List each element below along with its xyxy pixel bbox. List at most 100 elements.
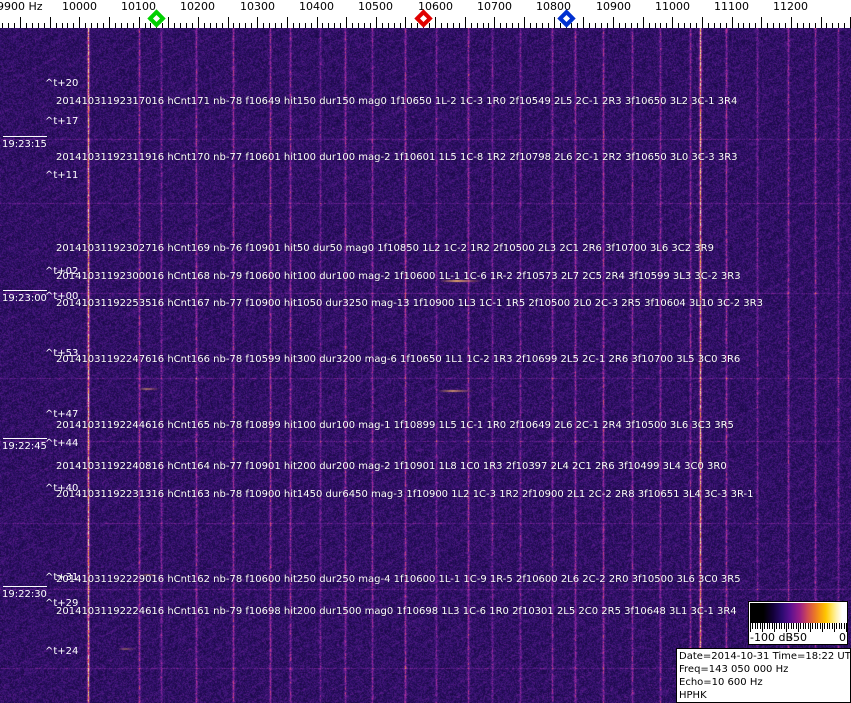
colorbar-tick-label: -100 dB: [750, 631, 793, 644]
colorbar-tick: [781, 623, 782, 629]
colorbar-tick: [815, 623, 816, 629]
colorbar-tick: [824, 623, 825, 629]
ruler-label: 10500: [358, 0, 393, 13]
colorbar-gradient: [750, 603, 846, 623]
ruler-tick-minor: [447, 23, 448, 30]
timestamp-text: 19:22:30: [2, 589, 47, 600]
ruler-tick-minor: [239, 23, 240, 30]
marker-center: [562, 14, 571, 23]
ruler-tick-major: [732, 17, 733, 30]
ruler-tick-minor: [429, 23, 430, 30]
ruler-tick-major: [20, 17, 21, 30]
ruler-tick-major: [228, 17, 229, 30]
ruler-tick-major: [109, 17, 110, 30]
colorbar-tick: [760, 623, 761, 629]
ruler-label: 10800: [536, 0, 571, 13]
colorbar-tick: [827, 623, 828, 629]
colorbar-tick: [836, 623, 837, 629]
ruler-tick-minor: [743, 23, 744, 30]
colorbar-tick: [757, 623, 758, 629]
colorbar-tick: [762, 623, 763, 632]
ruler-tick-minor: [311, 23, 312, 30]
relative-time-mark: ^t+44: [45, 438, 79, 449]
colorbar-tick: [772, 623, 773, 629]
ruler-tick-minor: [216, 23, 217, 30]
ruler-tick-minor: [838, 23, 839, 30]
ruler-tick-minor: [571, 23, 572, 30]
colorbar-tick: [786, 623, 787, 632]
ruler-label: 9900 Hz: [0, 0, 43, 13]
ruler-tick-major: [168, 17, 169, 30]
ruler-tick-minor: [38, 23, 39, 30]
ruler-tick-minor: [340, 23, 341, 30]
ruler-tick-minor: [726, 23, 727, 30]
ruler-label: 10600: [418, 0, 453, 13]
info-freq: Freq=143 050 000 Hz: [679, 664, 789, 675]
ruler-tick-minor: [32, 23, 33, 30]
ruler-tick-minor: [73, 23, 74, 30]
ruler-tick-minor: [180, 23, 181, 30]
colorbar-ticks: [750, 623, 847, 632]
ruler-label: 10400: [299, 0, 334, 13]
ruler-tick-minor: [755, 23, 756, 30]
ruler-tick-minor: [738, 23, 739, 30]
info-echo: Echo=10 600 Hz: [679, 677, 763, 688]
colorbar-tick: [812, 623, 813, 629]
ruler-tick-minor: [204, 23, 205, 30]
frequency-ruler[interactable]: 9900 Hz 10000 10100 10200 10300 10400 10500 106…: [0, 0, 851, 30]
ruler-tick-minor: [459, 23, 460, 30]
marker-center: [152, 14, 161, 23]
ruler-tick-major: [494, 17, 495, 30]
ruler-tick-major: [317, 17, 318, 30]
ruler-tick-minor: [453, 23, 454, 30]
ruler-tick-minor: [411, 23, 412, 30]
colorbar-tick: [805, 623, 806, 629]
ruler-tick-minor: [625, 23, 626, 30]
ruler-tick-major: [346, 17, 347, 30]
ruler-tick-minor: [245, 23, 246, 30]
ruler-tick-major: [791, 17, 792, 30]
info-box: Date=2014-10-31 Time=18:22 UTC Freq=143 …: [676, 648, 851, 703]
ruler-tick-major: [672, 17, 673, 30]
event-line: 20141031192229016 hCnt162 nb-78 f10600 h…: [56, 574, 741, 585]
marker-center: [419, 14, 428, 23]
ruler-tick-major: [554, 17, 555, 30]
colorbar-tick: [820, 623, 821, 629]
ruler-tick-minor: [690, 23, 691, 30]
ruler-tick-minor: [210, 23, 211, 30]
ruler-tick-minor: [186, 23, 187, 30]
ruler-tick-minor: [601, 23, 602, 30]
colorbar-tick: [800, 623, 801, 629]
colorbar-tick: [798, 623, 799, 632]
event-line: 20141031192317016 hCnt171 nb-78 f10649 h…: [56, 96, 738, 107]
ruler-tick-minor: [483, 23, 484, 30]
spectrogram-canvas[interactable]: [0, 28, 851, 703]
relative-time-mark: ^t+24: [45, 646, 79, 657]
ruler-tick-minor: [127, 23, 128, 30]
ruler-tick-minor: [394, 23, 395, 30]
ruler-tick-minor: [85, 23, 86, 30]
ruler-tick-minor: [536, 23, 537, 30]
ruler-tick-minor: [660, 23, 661, 30]
relative-time-mark: ^t+02: [45, 266, 79, 277]
ruler-tick-minor: [548, 23, 549, 30]
ruler-tick-minor: [577, 23, 578, 30]
colorbar-tick-label: 0: [839, 631, 846, 644]
ruler-tick-minor: [62, 23, 63, 30]
ruler-tick-minor: [174, 23, 175, 30]
ruler-tick-minor: [275, 23, 276, 30]
ruler-tick-minor: [2, 23, 3, 30]
noise-layer: [0, 28, 851, 703]
ruler-tick-minor: [666, 23, 667, 30]
ruler-tick-minor: [477, 23, 478, 30]
annotation-overlay: 20141031192317016 hCnt171 nb-78 f10649 h…: [0, 28, 851, 703]
ruler-tick-minor: [97, 23, 98, 30]
timestamp-rule: [3, 586, 47, 587]
ruler-tick-minor: [720, 23, 721, 30]
ruler-tick-minor: [488, 23, 489, 30]
info-date-time: Date=2014-10-31 Time=18:22 UTC: [679, 651, 851, 662]
ruler-tick-minor: [67, 23, 68, 30]
ruler-tick-major: [139, 17, 140, 30]
colorbar-tick: [822, 623, 823, 632]
